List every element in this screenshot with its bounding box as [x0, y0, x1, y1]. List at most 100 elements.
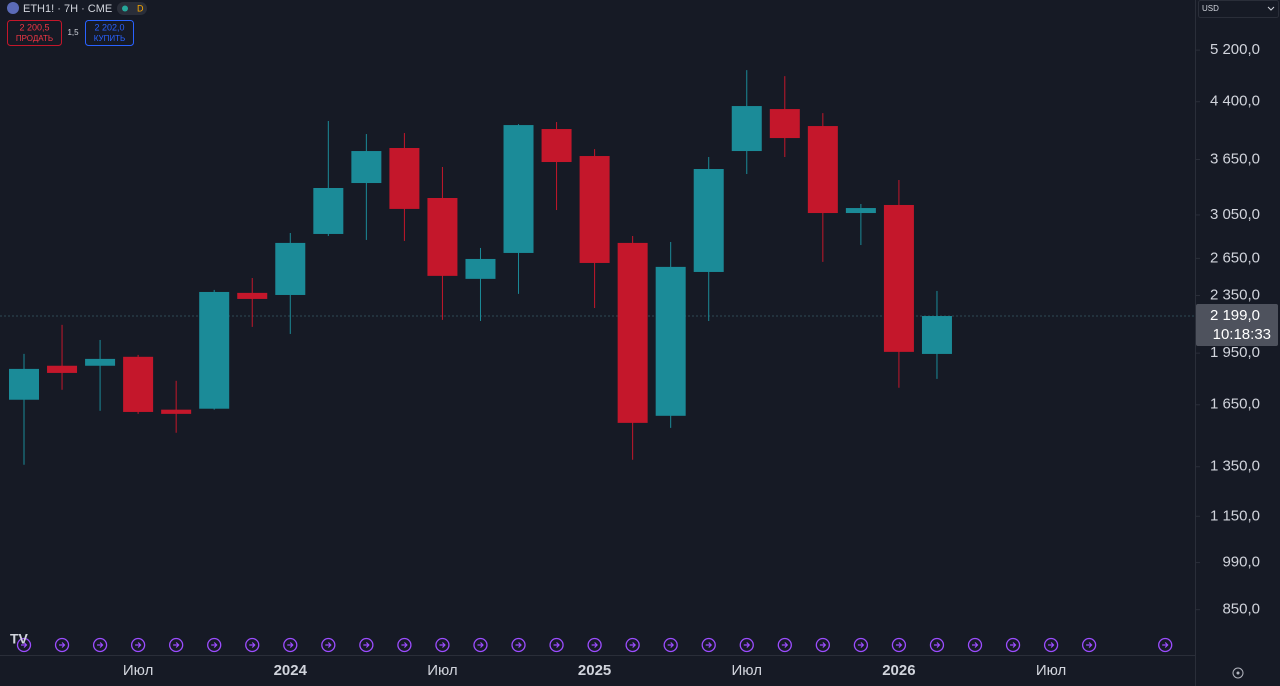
event-marker [283, 637, 298, 653]
event-marker-arrow [667, 642, 675, 648]
candle-body [47, 365, 78, 373]
event-marker [321, 637, 336, 653]
event-marker-arrow [1162, 642, 1169, 648]
event-marker-arrow [895, 642, 903, 648]
x-tick-label: Июл [732, 662, 762, 679]
event-marker-arrow [173, 642, 180, 648]
event-marker-arrow [857, 642, 865, 648]
event-marker [511, 637, 526, 653]
event-marker [549, 637, 564, 653]
event-marker [701, 637, 716, 653]
spread: 1,5 [67, 28, 79, 37]
status-dot [122, 5, 128, 12]
badge-bg [117, 2, 147, 15]
symbol[interactable]: ETH1! · 7H · CME [23, 3, 112, 15]
event-marker-arrow [401, 642, 408, 648]
event-marker [587, 637, 602, 653]
event-marker [1081, 637, 1097, 653]
y-tick-label: 1 650,0 [1210, 396, 1260, 413]
candle-body [351, 151, 382, 184]
settings-icon[interactable] [1232, 667, 1244, 679]
event-marker [359, 637, 374, 653]
y-tick-label: 3 650,0 [1210, 150, 1260, 167]
event-marker-arrow [211, 642, 218, 648]
candle-body [617, 242, 648, 423]
event-marker [815, 637, 830, 653]
event-marker-arrow [135, 642, 142, 648]
candle-body [199, 291, 230, 409]
y-tick-label: 1 950,0 [1210, 344, 1260, 361]
event-marker [777, 637, 792, 653]
candle-body [769, 109, 800, 139]
event-marker [245, 637, 260, 653]
event-marker-arrow [1048, 642, 1055, 648]
event-marker [739, 637, 754, 653]
event-marker [1043, 637, 1059, 653]
event-marker-arrow [705, 642, 713, 648]
candle-body [883, 204, 914, 352]
candle-body [9, 368, 39, 400]
event-marker-arrow [629, 642, 636, 648]
y-tick-label: 3 050,0 [1210, 206, 1260, 223]
event-marker [853, 637, 869, 653]
candle-body [275, 242, 306, 295]
event-marker [929, 637, 945, 653]
y-tick-label: 5 200,0 [1210, 41, 1260, 58]
y-tick-label: 1 150,0 [1210, 507, 1260, 524]
event-marker-arrow [287, 642, 294, 648]
x-tick-label: 2024 [274, 662, 308, 679]
logo: TV [10, 631, 29, 647]
buy-label: КУПИТЬ [94, 34, 125, 43]
y-tick-label: 990,0 [1222, 554, 1260, 571]
candle-body [427, 198, 458, 276]
candle-body [161, 409, 192, 414]
event-marker-arrow [933, 642, 941, 648]
dropdown-caret [1267, 6, 1275, 11]
event-marker [130, 637, 146, 653]
event-marker-arrow [97, 642, 104, 648]
sell-button[interactable] [7, 20, 62, 46]
event-marker-arrow [1010, 642, 1017, 648]
event-marker-arrow [325, 642, 332, 648]
candle-body [807, 126, 838, 214]
candle-body [731, 106, 762, 152]
x-tick-label: 2025 [578, 662, 611, 679]
event-marker [625, 637, 640, 653]
y-tick-label: 2 650,0 [1210, 249, 1260, 266]
candle-body [503, 125, 534, 253]
y-tick-label: 1 350,0 [1210, 458, 1260, 475]
x-tick-label: 2026 [882, 662, 915, 679]
event-marker-arrow [477, 642, 484, 648]
event-marker-arrow [819, 642, 827, 648]
countdown: 10:18:33 [1213, 326, 1271, 343]
candle-body [465, 258, 496, 279]
event-marker-arrow [59, 642, 66, 648]
candle-body [579, 156, 610, 263]
currency-select[interactable] [1198, 0, 1279, 18]
y-tick-label: 4 400,0 [1210, 93, 1260, 110]
event-marker [473, 637, 488, 653]
x-tick-label: Июл [1036, 662, 1066, 679]
candle-body [845, 208, 876, 214]
candle-body [693, 169, 724, 272]
event-marker-arrow [972, 642, 979, 648]
candle-body [313, 188, 344, 234]
plot [0, 70, 1196, 653]
candle-body [123, 356, 154, 412]
event-marker-arrow [743, 642, 751, 648]
event-marker-arrow [1086, 642, 1093, 648]
candle-body [541, 129, 572, 163]
buy-button[interactable] [85, 20, 134, 46]
event-marker [169, 637, 184, 653]
event-marker [891, 637, 907, 653]
x-tick-label: Июл [427, 662, 457, 679]
x-axis: Июл2024Июл2025Июл2026Июл20 [123, 662, 1212, 679]
last-price-box [1196, 304, 1278, 347]
event-marker-arrow [515, 642, 522, 648]
event-marker-arrow [591, 642, 598, 648]
event-marker [1005, 637, 1021, 653]
event-marker [663, 637, 678, 653]
x-tick-label: Июл [123, 662, 153, 679]
